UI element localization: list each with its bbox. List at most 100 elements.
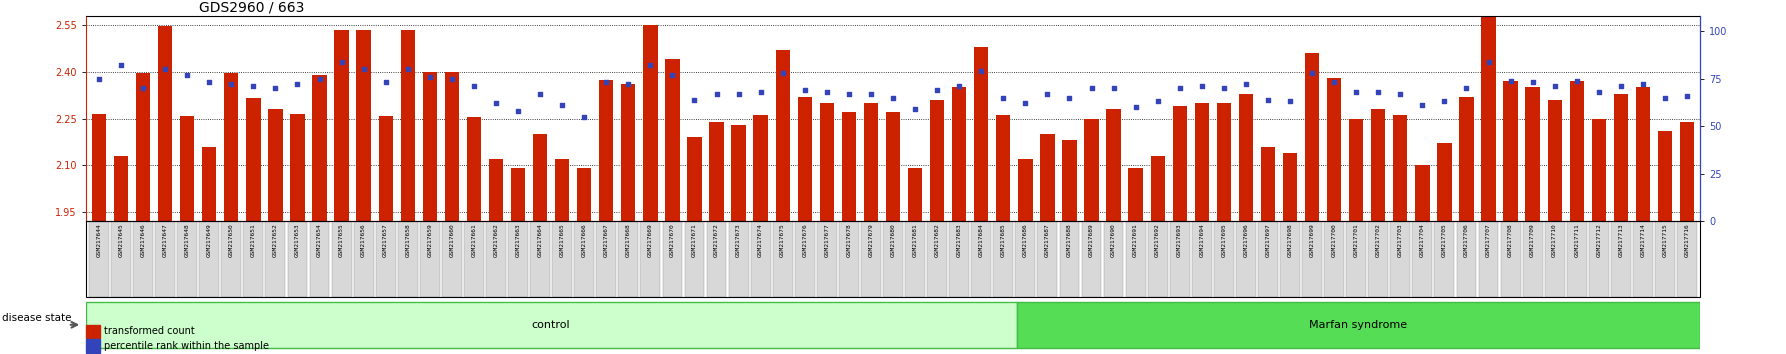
Text: GSM217645: GSM217645 bbox=[118, 223, 123, 257]
Text: GSM217683: GSM217683 bbox=[957, 223, 961, 257]
Text: GSM217663: GSM217663 bbox=[516, 223, 520, 257]
Point bbox=[1011, 101, 1039, 106]
Point bbox=[1122, 104, 1150, 110]
Bar bbox=[1415, 165, 1429, 221]
Point bbox=[725, 91, 754, 97]
Point bbox=[1629, 81, 1657, 87]
Text: GSM217714: GSM217714 bbox=[1640, 223, 1645, 257]
Bar bbox=[1438, 143, 1452, 221]
FancyBboxPatch shape bbox=[861, 222, 880, 297]
Bar bbox=[1084, 119, 1098, 221]
Bar bbox=[1615, 94, 1629, 221]
Point bbox=[195, 80, 223, 85]
Point bbox=[747, 89, 775, 95]
Point bbox=[680, 97, 709, 102]
Text: GSM217673: GSM217673 bbox=[736, 223, 741, 257]
Point bbox=[1431, 99, 1459, 104]
FancyBboxPatch shape bbox=[1566, 222, 1586, 297]
Point bbox=[150, 66, 179, 72]
Bar bbox=[157, 26, 171, 221]
Text: GSM217668: GSM217668 bbox=[625, 223, 630, 257]
Point bbox=[1473, 59, 1502, 64]
FancyBboxPatch shape bbox=[309, 222, 329, 297]
Bar bbox=[379, 116, 393, 221]
FancyBboxPatch shape bbox=[1104, 222, 1123, 297]
FancyBboxPatch shape bbox=[200, 222, 220, 297]
Text: GSM217667: GSM217667 bbox=[604, 223, 609, 257]
Point bbox=[1298, 70, 1327, 76]
Text: GSM217648: GSM217648 bbox=[184, 223, 189, 257]
Bar bbox=[688, 137, 702, 221]
Bar bbox=[1547, 100, 1563, 221]
Bar bbox=[114, 156, 129, 221]
Point bbox=[857, 91, 886, 97]
FancyBboxPatch shape bbox=[684, 222, 704, 297]
Point bbox=[1563, 78, 1591, 84]
Bar bbox=[1239, 94, 1254, 221]
Bar bbox=[1150, 156, 1164, 221]
Point bbox=[1254, 97, 1282, 102]
FancyBboxPatch shape bbox=[1191, 222, 1211, 297]
Bar bbox=[532, 134, 547, 221]
Text: GSM217692: GSM217692 bbox=[1156, 223, 1161, 257]
Text: GSM217690: GSM217690 bbox=[1111, 223, 1116, 257]
FancyBboxPatch shape bbox=[1257, 222, 1279, 297]
FancyBboxPatch shape bbox=[221, 222, 241, 297]
Bar bbox=[798, 97, 813, 221]
FancyBboxPatch shape bbox=[486, 222, 505, 297]
Bar bbox=[511, 169, 525, 221]
FancyBboxPatch shape bbox=[993, 222, 1013, 297]
FancyBboxPatch shape bbox=[111, 222, 130, 297]
Text: GSM217664: GSM217664 bbox=[538, 223, 543, 257]
Bar bbox=[577, 169, 591, 221]
FancyBboxPatch shape bbox=[1038, 222, 1057, 297]
Text: GSM217689: GSM217689 bbox=[1089, 223, 1095, 257]
Text: GSM217716: GSM217716 bbox=[1684, 223, 1690, 257]
Text: transformed count: transformed count bbox=[104, 326, 195, 336]
Point bbox=[459, 84, 488, 89]
FancyBboxPatch shape bbox=[243, 222, 263, 297]
Text: GSM217715: GSM217715 bbox=[1663, 223, 1668, 257]
FancyBboxPatch shape bbox=[1148, 222, 1168, 297]
Text: percentile rank within the sample: percentile rank within the sample bbox=[104, 341, 268, 351]
Text: GSM217671: GSM217671 bbox=[691, 223, 697, 257]
Point bbox=[966, 68, 995, 74]
Text: GSM217686: GSM217686 bbox=[1023, 223, 1027, 257]
Point bbox=[525, 91, 554, 97]
FancyBboxPatch shape bbox=[1347, 222, 1366, 297]
Point bbox=[614, 81, 643, 87]
Text: control: control bbox=[532, 320, 570, 330]
FancyBboxPatch shape bbox=[552, 222, 572, 297]
Point bbox=[1056, 95, 1084, 101]
FancyBboxPatch shape bbox=[1434, 222, 1454, 297]
Bar bbox=[1129, 169, 1143, 221]
FancyBboxPatch shape bbox=[1479, 222, 1498, 297]
FancyBboxPatch shape bbox=[1500, 222, 1520, 297]
FancyBboxPatch shape bbox=[729, 222, 748, 297]
Bar bbox=[91, 114, 105, 221]
FancyBboxPatch shape bbox=[1413, 222, 1432, 297]
Text: GSM217702: GSM217702 bbox=[1375, 223, 1381, 257]
FancyBboxPatch shape bbox=[1302, 222, 1322, 297]
FancyBboxPatch shape bbox=[441, 222, 463, 297]
Point bbox=[659, 72, 688, 78]
Bar bbox=[973, 47, 988, 221]
FancyBboxPatch shape bbox=[927, 222, 947, 297]
FancyBboxPatch shape bbox=[882, 222, 904, 297]
Text: GSM217704: GSM217704 bbox=[1420, 223, 1425, 257]
Point bbox=[84, 76, 113, 81]
Bar bbox=[466, 117, 480, 221]
Point bbox=[1209, 85, 1238, 91]
Bar bbox=[622, 84, 636, 221]
FancyBboxPatch shape bbox=[948, 222, 970, 297]
FancyBboxPatch shape bbox=[773, 222, 793, 297]
FancyBboxPatch shape bbox=[1611, 222, 1631, 297]
Text: GSM217677: GSM217677 bbox=[825, 223, 829, 257]
Text: GSM217658: GSM217658 bbox=[405, 223, 411, 257]
Bar bbox=[136, 74, 150, 221]
Text: GSM217680: GSM217680 bbox=[891, 223, 895, 257]
Text: GSM217696: GSM217696 bbox=[1243, 223, 1248, 257]
FancyBboxPatch shape bbox=[464, 222, 484, 297]
Point bbox=[239, 84, 268, 89]
Bar bbox=[709, 122, 723, 221]
